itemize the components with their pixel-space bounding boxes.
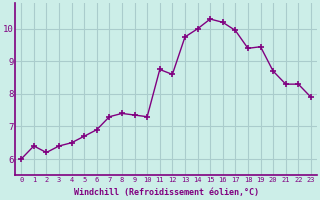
X-axis label: Windchill (Refroidissement éolien,°C): Windchill (Refroidissement éolien,°C): [74, 188, 259, 197]
